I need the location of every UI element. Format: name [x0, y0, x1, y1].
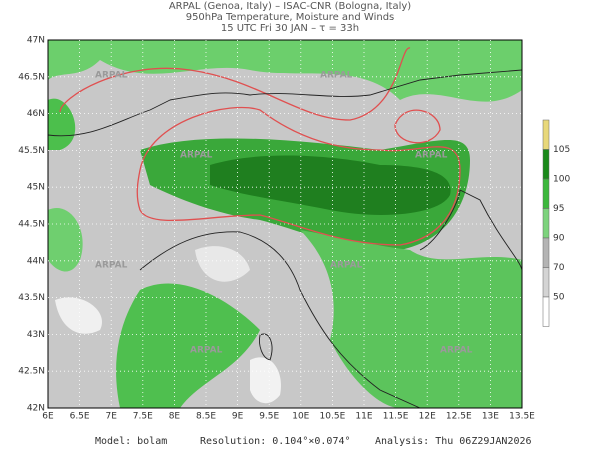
- lat-label: 43.5N: [18, 293, 45, 303]
- colorbar-label: 50: [553, 293, 565, 303]
- footer-resolution: Resolution: 0.104°×0.074°: [200, 436, 351, 447]
- lat-label: 42.5N: [18, 367, 45, 377]
- watermark: ARPAL: [440, 346, 473, 356]
- lon-label: 10.5E: [320, 412, 346, 422]
- header-line: ARPAL (Genoa, Italy) – ISAC-CNR (Bologna…: [169, 1, 411, 12]
- colorbar-segment: [542, 296, 550, 327]
- lon-label: 9.5E: [259, 412, 279, 422]
- lon-label: 8E: [169, 412, 181, 422]
- watermark: ARPAL: [190, 346, 223, 356]
- watermark: ARPAL: [180, 151, 213, 161]
- watermark: ARPAL: [320, 71, 353, 81]
- watermark: ARPAL: [95, 71, 128, 81]
- map-field: [48, 40, 522, 408]
- lon-label: 11E: [355, 412, 372, 422]
- lon-label: 10E: [292, 412, 309, 422]
- colorbar-label: 105: [553, 145, 570, 155]
- lat-label: 46.5N: [18, 72, 45, 82]
- lat-label: 44N: [27, 256, 45, 266]
- header-line: 950hPa Temperature, Moisture and Winds: [186, 12, 395, 23]
- colorbar-segment: [542, 149, 550, 180]
- colorbar-label: 100: [553, 175, 570, 185]
- colorbar-segment: [542, 208, 550, 239]
- lon-label: 12.5E: [446, 412, 472, 422]
- lon-label: 7.5E: [133, 412, 153, 422]
- watermark: ARPAL: [95, 261, 128, 271]
- footer-model: Model: bolam: [95, 436, 167, 447]
- lat-label: 46N: [27, 109, 45, 119]
- lon-label: 11.5E: [383, 412, 409, 422]
- colorbar-label: 90: [553, 234, 565, 244]
- lat-label: 47N: [27, 36, 45, 46]
- lon-label: 13.5E: [509, 412, 535, 422]
- colorbar-segment: [542, 119, 550, 150]
- colorbar-label: 95: [553, 204, 564, 214]
- lon-label: 6.5E: [70, 412, 90, 422]
- lat-label: 42N: [27, 404, 45, 414]
- lon-label: 8.5E: [196, 412, 216, 422]
- header-line: 15 UTC Fri 30 JAN – τ = 33h: [221, 23, 359, 34]
- lon-label: 12E: [419, 412, 436, 422]
- colorbar-label: 70: [553, 263, 565, 273]
- lon-label: 6E: [42, 412, 54, 422]
- lon-label: 13E: [482, 412, 499, 422]
- lat-label: 45N: [27, 183, 45, 193]
- lon-label: 9E: [232, 412, 244, 422]
- lat-label: 45.5N: [18, 146, 45, 156]
- watermark: ARPAL: [330, 261, 363, 271]
- colorbar: 105 100 95 90 70 50: [542, 119, 570, 327]
- colorbar-segment: [542, 178, 550, 209]
- watermark: ARPAL: [415, 151, 448, 161]
- colorbar-segment: [542, 267, 550, 298]
- colorbar-segment: [542, 237, 550, 268]
- lon-label: 7E: [105, 412, 117, 422]
- lat-label: 44.5N: [18, 220, 45, 230]
- footer-analysis: Analysis: Thu 06Z29JAN2026: [375, 436, 532, 447]
- lat-label: 43N: [27, 330, 45, 340]
